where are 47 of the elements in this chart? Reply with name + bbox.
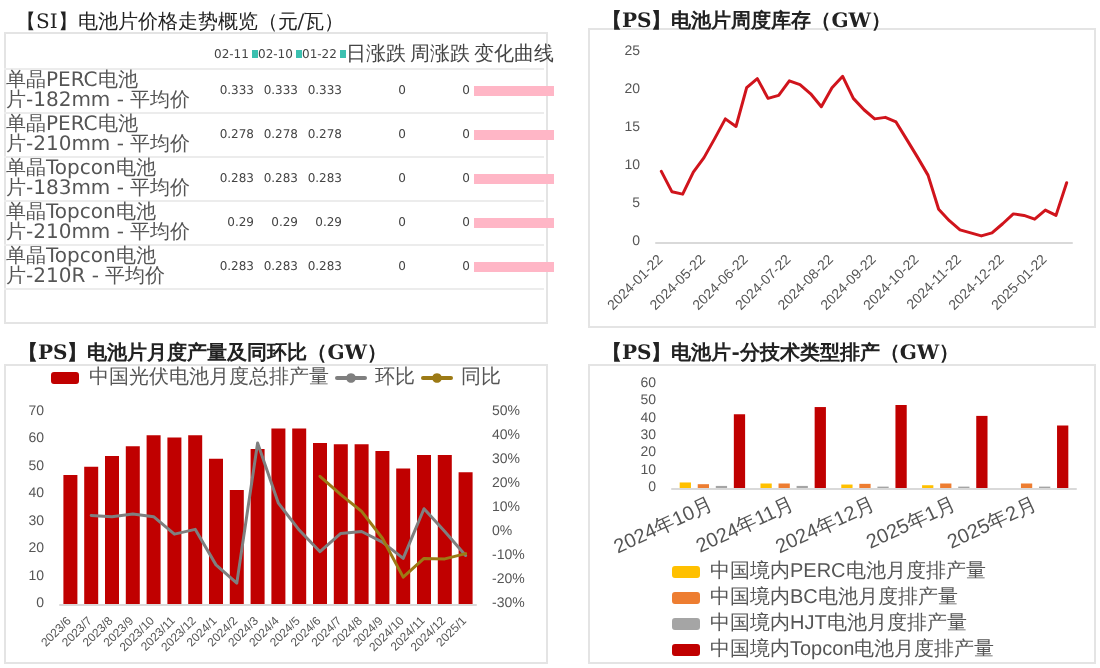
line-series bbox=[659, 74, 1069, 238]
chart-title: 【PS】电池片月度产量及同环比（GW） bbox=[18, 341, 388, 365]
bar bbox=[167, 437, 182, 604]
bar bbox=[63, 475, 78, 604]
bar bbox=[417, 455, 431, 604]
bar bbox=[814, 407, 826, 488]
bar bbox=[271, 428, 286, 604]
category-label: 单晶Topcon电池片-183mm - 平均价 bbox=[4, 157, 212, 201]
chart-title: 【PS】电池片-分技术类型排产（GW） bbox=[602, 341, 960, 365]
bar bbox=[437, 455, 452, 604]
bar bbox=[396, 468, 411, 604]
legend-label: 中国境内Topcon电池月度排产量 bbox=[710, 637, 995, 661]
bar bbox=[976, 415, 988, 488]
bar bbox=[333, 444, 348, 604]
legend-label: 中国境内PERC电池月度排产量 bbox=[710, 559, 986, 583]
legend-label: 环比 bbox=[375, 365, 415, 389]
line-series bbox=[318, 474, 468, 579]
bar bbox=[354, 444, 369, 604]
bar bbox=[1057, 425, 1069, 488]
bar bbox=[895, 404, 907, 488]
bar bbox=[105, 455, 119, 604]
bar bbox=[679, 482, 691, 488]
legend-label: 同比 bbox=[461, 365, 501, 389]
bar bbox=[146, 435, 161, 604]
bar bbox=[84, 466, 99, 604]
bar bbox=[292, 428, 307, 604]
legend-label: 中国境内HJT电池月度排产量 bbox=[710, 611, 967, 635]
text: 【SI】电池片价格走势概览（元/瓦） bbox=[16, 9, 347, 36]
bar bbox=[188, 435, 203, 604]
bar bbox=[375, 450, 390, 604]
text: 变化曲线 bbox=[472, 41, 554, 69]
legend-label: 中国光伏电池月度总排产量 bbox=[89, 365, 329, 389]
bar bbox=[458, 472, 473, 604]
bar bbox=[313, 442, 327, 604]
chart-title: 【PS】电池片周度库存（GW） bbox=[602, 9, 892, 33]
bar bbox=[125, 446, 140, 604]
category-label: 单晶Topcon电池片-210R - 平均价 bbox=[4, 245, 212, 289]
line-series bbox=[89, 441, 468, 585]
category-label: 单晶Topcon电池片-210mm - 平均价 bbox=[4, 201, 212, 245]
text: 周涨跌 bbox=[408, 40, 472, 69]
category-label: 单晶PERC电池片-210mm - 平均价 bbox=[4, 113, 212, 157]
legend-label: 日涨跌 bbox=[344, 40, 408, 69]
legend-label: 中国境内BC电池月度排产量 bbox=[710, 585, 958, 609]
bar bbox=[733, 414, 746, 488]
bar bbox=[250, 449, 265, 604]
bar bbox=[209, 458, 223, 604]
category-label: 单晶PERC电池片-182mm - 平均价 bbox=[4, 69, 212, 113]
